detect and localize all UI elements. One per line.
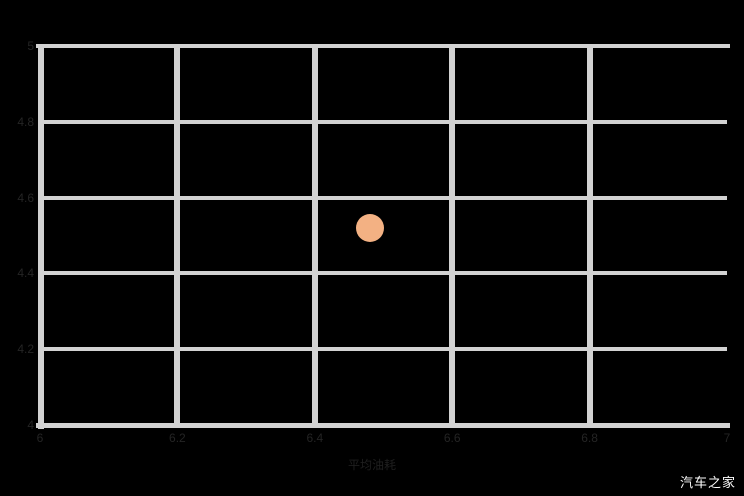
- y-tick-label: 4: [27, 418, 34, 432]
- x-axis-line: [36, 423, 730, 428]
- x-tick-label: 6.6: [443, 431, 461, 445]
- x-tick-label: 7: [723, 431, 731, 445]
- gridline-horizontal: [40, 347, 727, 352]
- gridline-vertical: [311, 46, 318, 425]
- gridline-horizontal: [40, 119, 727, 124]
- plot-area: [40, 46, 727, 425]
- x-tick-label: 6.4: [306, 431, 324, 445]
- y-tick-label: 4.4: [17, 266, 34, 281]
- y-tick-label: 4.2: [17, 342, 34, 357]
- gridline-vertical: [174, 46, 181, 425]
- plot-top-border: [36, 44, 730, 48]
- x-axis-title: 平均油耗: [347, 458, 396, 472]
- y-tick-label: 4.8: [17, 114, 34, 129]
- y-axis-line: [38, 44, 44, 429]
- gridline-horizontal: [40, 195, 727, 200]
- gridline-vertical: [586, 46, 593, 425]
- y-tick-label: 5: [27, 39, 34, 53]
- gridline-vertical: [449, 46, 456, 425]
- data-point[interactable]: [355, 213, 384, 242]
- x-tick-label: 6.2: [169, 431, 186, 445]
- y-tick-label: 4.6: [17, 190, 34, 205]
- gridline-horizontal: [40, 271, 727, 276]
- x-tick-label: 6.8: [581, 431, 598, 445]
- x-tick-label: 6: [36, 431, 44, 445]
- watermark-logo: 汽车之家: [679, 475, 736, 490]
